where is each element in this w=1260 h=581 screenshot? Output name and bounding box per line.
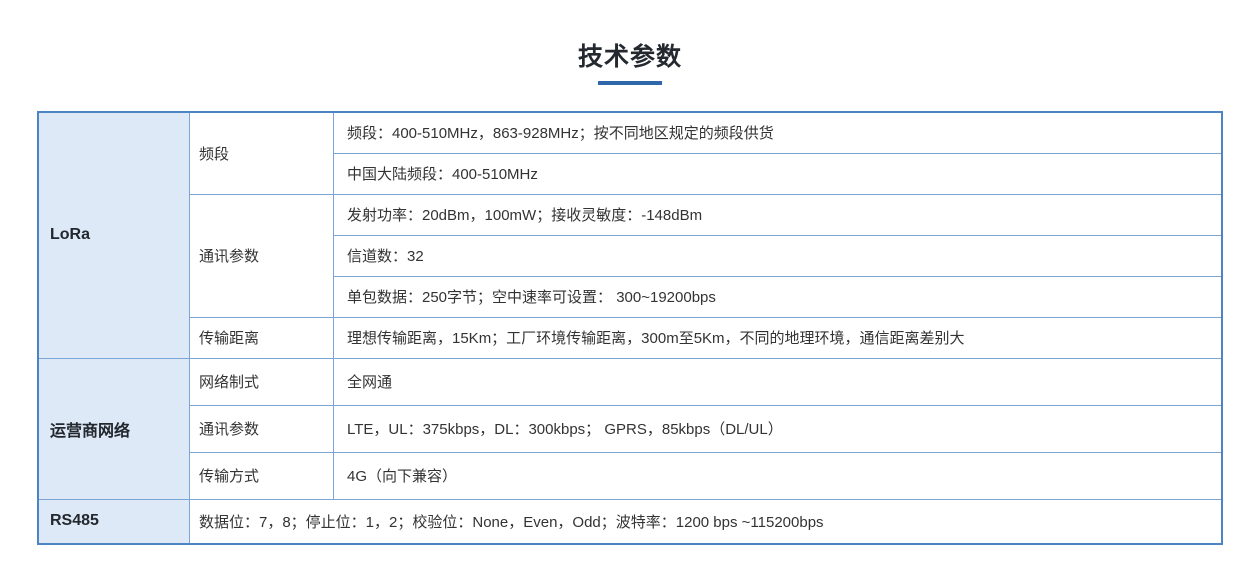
table-row: 传输方式 4G（向下兼容） xyxy=(38,451,1223,500)
table-row: 传输距离 理想传输距离，15Km；工厂环境传输距离，300m至5Km，不同的地理… xyxy=(38,316,1223,359)
param-label-band: 频段 xyxy=(189,111,334,195)
spec-value-distance: 理想传输距离，15Km；工厂环境传输距离，300m至5Km，不同的地理环境，通信… xyxy=(333,316,1223,359)
page-title: 技术参数 xyxy=(577,43,682,71)
param-label-network-mode: 网络制式 xyxy=(189,357,334,406)
group-label-carrier: 运营商网络 xyxy=(37,357,190,500)
spec-table: LoRa 频段 频段：400-510MHz，863-928MHz；按不同地区规定… xyxy=(37,111,1223,545)
table-row: LoRa 频段 频段：400-510MHz，863-928MHz；按不同地区规定… xyxy=(37,111,1223,359)
table-row: 信道数：32 xyxy=(38,234,1223,277)
spec-value-rs485: 数据位：7，8；停止位：1，2；校验位：None，Even，Odd；波特率：12… xyxy=(189,498,1223,545)
spec-value-band-global: 频段：400-510MHz，863-928MHz；按不同地区规定的频段供货 xyxy=(333,111,1223,154)
spec-value-carrier-comm: LTE，UL：375kbps，DL：300kbps； GPRS，85kbps（D… xyxy=(333,404,1223,453)
group-label-lora: LoRa xyxy=(37,111,190,359)
table-row: 中国大陆频段：400-510MHz xyxy=(38,152,1223,195)
spec-value-packet-rate: 单包数据：250字节；空中速率可设置： 300~19200bps xyxy=(333,275,1223,318)
param-label-lora-comm: 通讯参数 xyxy=(189,193,334,318)
spec-value-band-china: 中国大陆频段：400-510MHz xyxy=(333,152,1223,195)
param-label-distance: 传输距离 xyxy=(189,316,334,359)
table-row: RS485 数据位：7，8；停止位：1，2；校验位：None，Even，Odd；… xyxy=(37,498,1223,545)
title-underline xyxy=(598,81,662,85)
spec-value-tx-power: 发射功率：20dBm，100mW；接收灵敏度：-148dBm xyxy=(333,193,1223,236)
table-row: 运营商网络 网络制式 全网通 xyxy=(37,357,1223,500)
spec-value-channels: 信道数：32 xyxy=(333,234,1223,277)
table-row: 通讯参数 发射功率：20dBm，100mW；接收灵敏度：-148dBm xyxy=(38,193,1223,318)
param-label-carrier-comm: 通讯参数 xyxy=(189,404,334,453)
table-row: 通讯参数 LTE，UL：375kbps，DL：300kbps； GPRS，85k… xyxy=(38,404,1223,453)
spec-value-network-mode: 全网通 xyxy=(333,357,1223,406)
spec-value-transfer-mode: 4G（向下兼容） xyxy=(333,451,1223,500)
group-label-rs485: RS485 xyxy=(37,498,190,545)
param-label-transfer-mode: 传输方式 xyxy=(189,451,334,500)
